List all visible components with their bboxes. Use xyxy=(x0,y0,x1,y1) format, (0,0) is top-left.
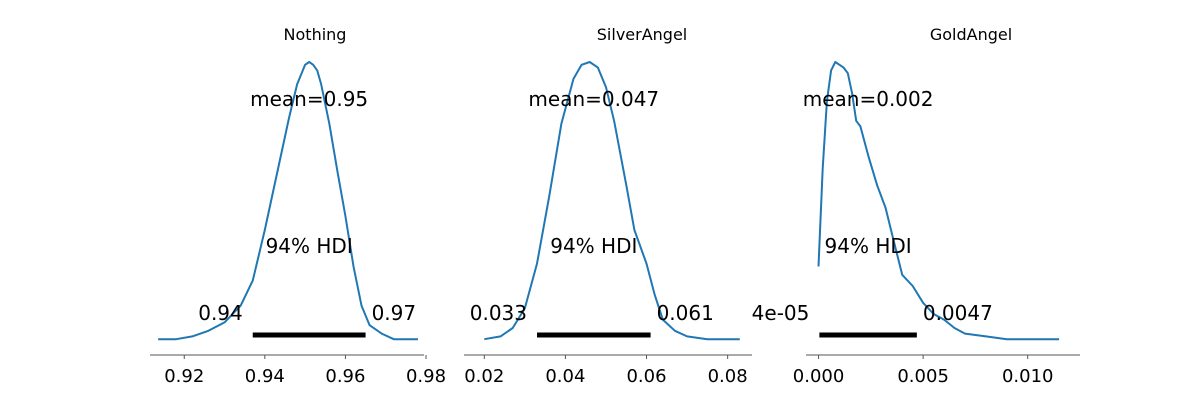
x-tick-label: 0.000 xyxy=(793,366,845,387)
x-tick-label: 0.010 xyxy=(1002,366,1054,387)
panel-title: GoldAngel xyxy=(930,25,1012,44)
posterior-panel-3: GoldAngel mean=0.002 94% HDI 4e-05 0.0047 0.0… xyxy=(752,25,1080,387)
hdi-low-label: 0.94 xyxy=(198,301,243,325)
x-tick-label: 0.92 xyxy=(164,366,204,387)
density-curve xyxy=(817,61,1060,341)
mean-label: mean=0.002 xyxy=(803,87,934,111)
density-curve xyxy=(484,61,740,341)
posterior-panel-2: SilverAngel mean=0.047 94% HDI 0.033 0.061 0.… xyxy=(464,25,752,387)
hdi-label: 94% HDI xyxy=(266,234,353,258)
panel-title: Nothing xyxy=(284,25,347,44)
x-tick-label: 0.96 xyxy=(325,366,365,387)
hdi-label: 94% HDI xyxy=(825,234,912,258)
x-tick-label: 0.08 xyxy=(708,366,748,387)
hdi-high-label: 0.0047 xyxy=(923,301,993,325)
hdi-label: 94% HDI xyxy=(550,234,637,258)
hdi-low-label: 0.033 xyxy=(470,301,527,325)
hdi-high-label: 0.061 xyxy=(657,301,714,325)
x-tick-label: 0.04 xyxy=(545,366,585,387)
mean-label: mean=0.047 xyxy=(528,87,659,111)
mean-label: mean=0.95 xyxy=(250,87,368,111)
hdi-low-label: 4e-05 xyxy=(752,301,810,325)
density-curve xyxy=(158,61,418,341)
x-tick-label: 0.06 xyxy=(626,366,666,387)
posterior-panel-1: Nothing mean=0.95 94% HDI 0.94 0.97 0.92 0.94 0… xyxy=(150,25,446,387)
x-tick-label: 0.005 xyxy=(897,366,949,387)
panel-title: SilverAngel xyxy=(597,25,687,44)
x-tick-label: 0.02 xyxy=(464,366,504,387)
x-tick-label: 0.98 xyxy=(406,366,446,387)
x-tick-label: 0.94 xyxy=(245,366,285,387)
hdi-high-label: 0.97 xyxy=(372,301,417,325)
